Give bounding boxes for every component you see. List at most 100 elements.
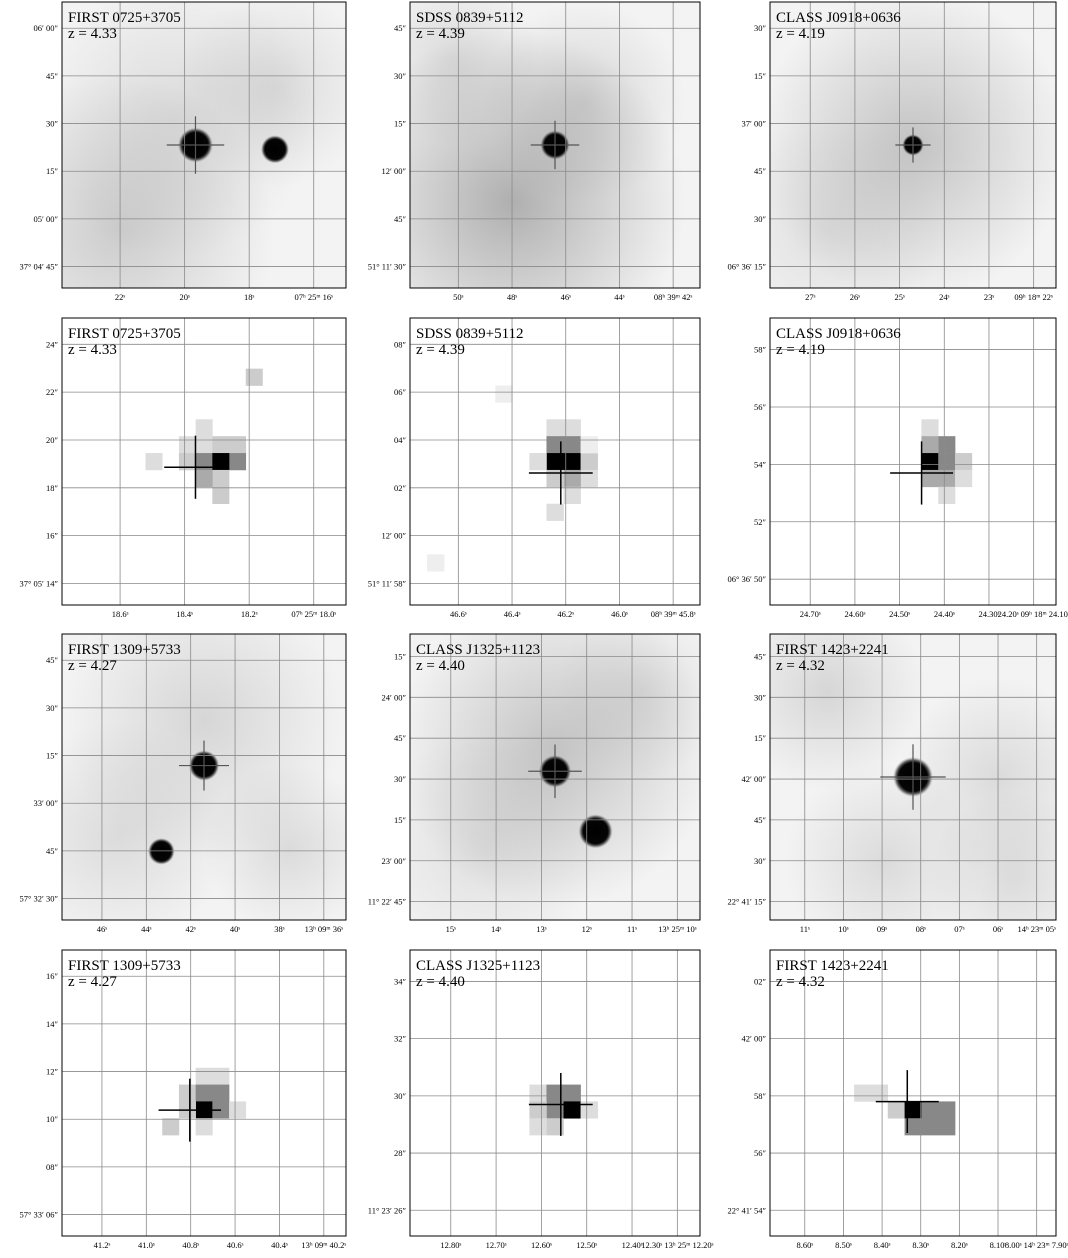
y-tick-label: 45″ [394,23,407,33]
source-name: FIRST 1309+5733 [68,958,181,974]
y-tick-label: 56″ [754,1148,767,1158]
pixel-cell [195,453,213,471]
pixel-image [62,318,346,605]
x-tick-label: 08ʰ 39ᵐ 45.8ˢ [651,609,696,619]
x-tick-label: 26ˢ [850,292,861,302]
y-tick-label: 37° 04′ 45″ [19,262,58,272]
panel-frame [409,949,701,1237]
pixel-cell [212,469,230,488]
position-cross [166,116,225,174]
coordinate-grid [410,634,700,920]
redshift-label: z = 4.39 [416,342,465,358]
y-tick-label: 28″ [394,1148,407,1158]
y-tick-label: 23′ 00″ [381,856,406,866]
y-tick-label: 11° 23′ 26″ [368,1205,407,1215]
x-tick-label: 46ˢ [561,292,572,302]
pixel-cell [229,453,247,471]
y-tick-label: 57° 33′ 06″ [19,1210,58,1220]
source-name: FIRST 1309+5733 [68,642,181,658]
coordinate-grid [770,950,1056,1236]
position-cross [875,1070,939,1134]
y-tick-label: 42′ 00″ [741,774,766,784]
coordinate-grid [62,950,346,1236]
pixel-cell [904,1118,922,1136]
x-tick-label: 13ʰ 25ᵐ 10ˢ [658,924,697,934]
y-tick-label: 30″ [754,214,767,224]
redshift-label: z = 4.32 [776,658,825,674]
x-tick-label: 12.70ˢ [486,1240,507,1250]
y-tick-label: 15″ [394,651,407,661]
y-tick-label: 15″ [46,166,59,176]
pixel-cell [580,469,598,488]
pixel-cell [921,453,939,471]
pixel-cell [870,1084,889,1102]
x-tick-label: 18.6ˢ [112,609,129,619]
pixel-cell [955,453,973,471]
x-tick-label: 24.40ˢ [934,609,955,619]
pixel-cell [229,1101,247,1119]
pixel-cell [938,486,956,505]
pixel-cell [195,419,213,437]
position-cross [895,127,931,163]
x-tick-label: 08ˢ [916,924,927,934]
x-tick-label: 13ʰ 09ᵐ 36ˢ [305,924,344,934]
pixel-cell [921,1118,939,1136]
x-tick-label: 11ˢ [627,924,637,934]
x-tick-label: 40.6ˢ [227,1240,244,1250]
x-tick-label: 24.20ˢ 09ʰ 18ᵐ 24.10ˢ [998,609,1068,619]
y-tick-label: 30″ [754,856,767,866]
x-tick-label: 24.50ˢ [889,609,910,619]
radio-image [62,2,346,288]
source-name: CLASS J0918+0636 [776,10,901,26]
y-tick-label: 42′ 00″ [741,1034,766,1044]
y-tick-label: 20″ [46,435,59,445]
position-cross [164,435,227,499]
y-tick-label: 57° 32′ 30″ [19,894,58,904]
pixel-image [410,318,700,605]
x-tick-label: 25ˢ [894,292,905,302]
y-tick-label: 16″ [46,531,59,541]
y-tick-label: 37′ 00″ [741,119,766,129]
y-tick-label: 10″ [46,1114,59,1124]
x-tick-label: 24ˢ [939,292,950,302]
y-tick-label: 06″ [394,387,407,397]
radio-image [770,634,1056,920]
x-tick-label: 22ˢ [115,292,126,302]
redshift-label: z = 4.33 [68,342,117,358]
position-cross [530,120,580,170]
pixel-image [770,950,1056,1236]
panel-frame [61,949,347,1237]
coordinate-grid [62,318,346,605]
source-name: SDSS 0839+5112 [416,326,524,342]
pixel-cell [195,469,213,488]
y-tick-label: 02″ [394,483,407,493]
pixel-image [62,950,346,1236]
source-name: FIRST 1423+2241 [776,642,889,658]
pixel-cell [212,453,230,471]
panel-frame [61,1,347,289]
x-tick-label: 46.2ˢ [557,609,574,619]
pixel-cell [887,1101,905,1119]
y-tick-label: 51° 11′ 58″ [368,578,407,588]
source-name: FIRST 1423+2241 [776,958,889,974]
x-tick-label: 42ˢ [186,924,197,934]
y-tick-label: 11° 22′ 45″ [368,897,407,907]
y-tick-label: 52″ [754,517,767,527]
pixel-cell [938,436,956,454]
x-tick-label: 24.70ˢ [800,609,821,619]
y-tick-label: 34″ [394,976,407,986]
x-tick-label: 12.50ˢ [576,1240,597,1250]
coordinate-grid [410,2,700,288]
x-tick-label: 40ˢ [230,924,241,934]
y-tick-label: 22° 41′ 54″ [727,1205,766,1215]
position-cross [528,744,582,799]
y-tick-label: 08″ [46,1162,59,1172]
x-tick-label: 18.4ˢ [176,609,193,619]
pixel-cell [546,1101,564,1119]
redshift-label: z = 4.33 [68,26,117,42]
x-tick-label: 38ˢ [274,924,285,934]
